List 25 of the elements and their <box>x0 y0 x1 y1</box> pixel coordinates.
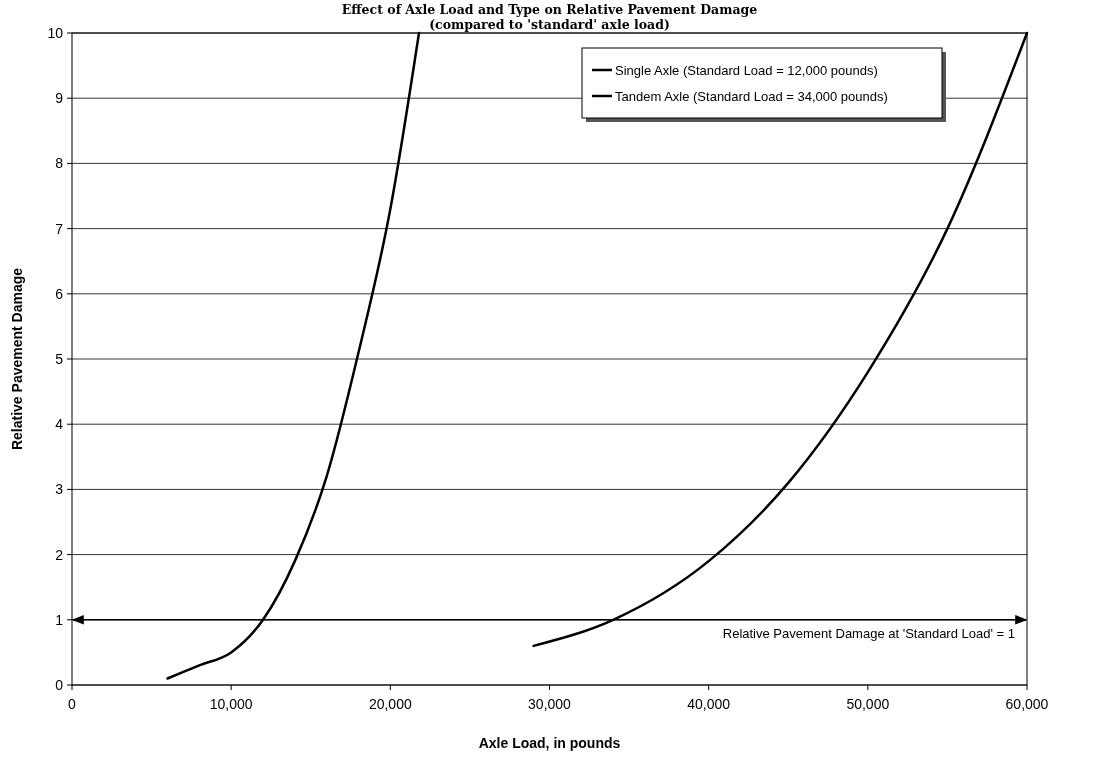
ref-line-label: Relative Pavement Damage at 'Standard Load' = 1 <box>722 625 1015 641</box>
y-tick-label: 4 <box>55 416 64 433</box>
chart-title: Effect of Axle Load and Type on Relative Pavement Damage <box>341 2 758 17</box>
y-tick-label: 5 <box>55 350 64 367</box>
x-tick-label: 50,000 <box>846 696 890 712</box>
x-tick-label: 10,000 <box>209 696 253 712</box>
x-axis-title: Axle Load, in pounds <box>478 735 621 751</box>
y-tick-label: 1 <box>55 611 64 628</box>
legend-label: Single Axle (Standard Load = 12,000 pounds) <box>615 62 878 78</box>
y-axis-title: Relative Pavement Damage <box>9 267 25 451</box>
y-tick-label: 8 <box>55 155 64 172</box>
x-tick-label: 60,000 <box>1005 696 1049 712</box>
x-tick-label: 40,000 <box>687 696 731 712</box>
y-tick-label: 7 <box>55 220 64 237</box>
y-tick-label: 3 <box>55 481 64 498</box>
x-tick-label: 20,000 <box>368 696 412 712</box>
x-tick-label: 30,000 <box>528 696 572 712</box>
x-tick-label: 0 <box>68 696 77 712</box>
y-tick-label: 2 <box>55 546 64 563</box>
y-tick-label: 9 <box>55 90 64 107</box>
y-tick-label: 10 <box>47 24 64 41</box>
y-tick-label: 6 <box>55 285 64 302</box>
y-tick-label: 0 <box>55 676 64 693</box>
chart-subtitle: (compared to 'standard' axle load) <box>429 17 670 32</box>
legend-label: Tandem Axle (Standard Load = 34,000 pounds) <box>615 88 888 104</box>
